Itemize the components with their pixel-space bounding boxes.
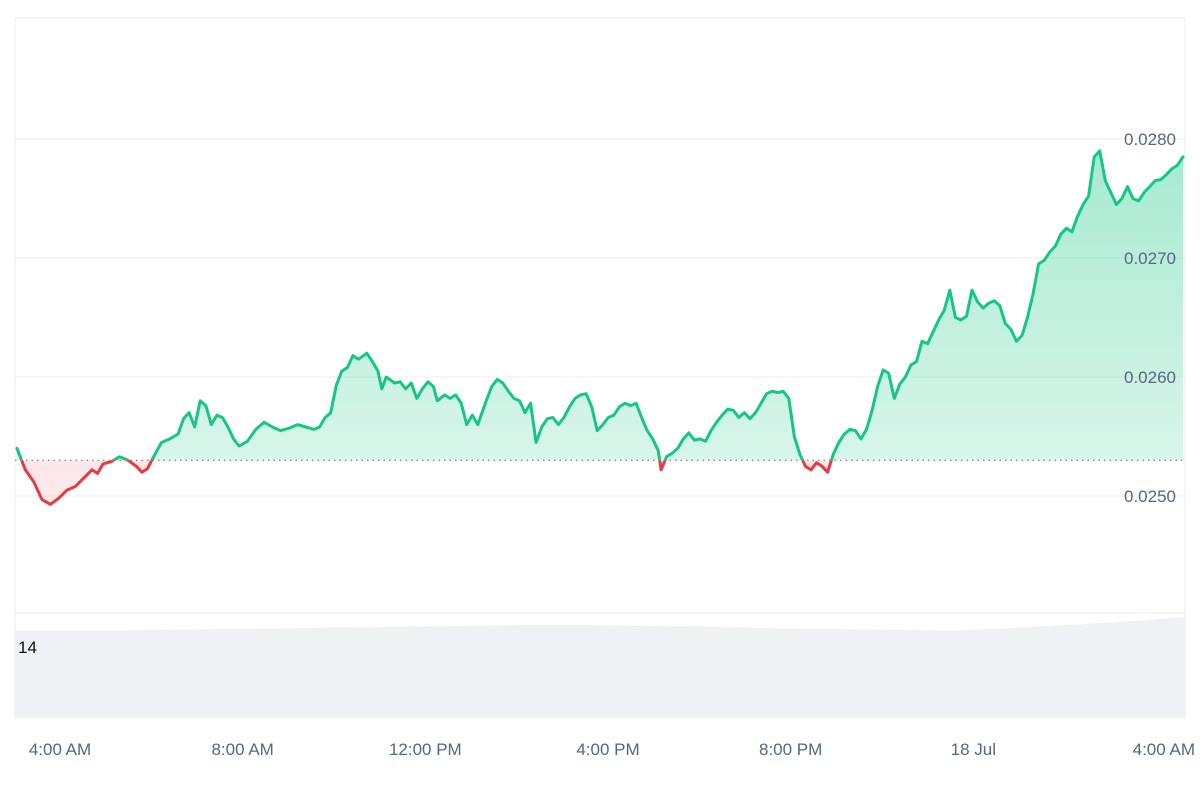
y-tick-label: 0.0260	[1124, 368, 1176, 387]
y-tick-label: 0.0280	[1124, 130, 1176, 149]
y-tick-label: 0.0270	[1124, 249, 1176, 268]
area-above	[17, 151, 1183, 613]
volume-area	[15, 617, 1185, 717]
x-tick-label: 4:00 AM	[29, 740, 91, 759]
x-tick-label: 12:00 PM	[389, 740, 462, 759]
x-tick-label: 4:00 AM	[1133, 740, 1195, 759]
volume-label: 14	[18, 638, 37, 657]
x-tick-label: 8:00 AM	[211, 740, 273, 759]
volume-fill	[15, 617, 1185, 717]
price-series	[17, 151, 1183, 613]
x-tick-label: 18 Jul	[951, 740, 996, 759]
x-axis-ticks: 4:00 AM 8:00 AM 12:00 PM 4:00 PM 8:00 PM 18 J…	[29, 740, 1195, 759]
above-baseline-group	[17, 151, 1183, 613]
x-tick-label: 8:00 PM	[759, 740, 822, 759]
x-tick-label: 4:00 PM	[576, 740, 639, 759]
y-tick-label: 0.0250	[1124, 487, 1176, 506]
